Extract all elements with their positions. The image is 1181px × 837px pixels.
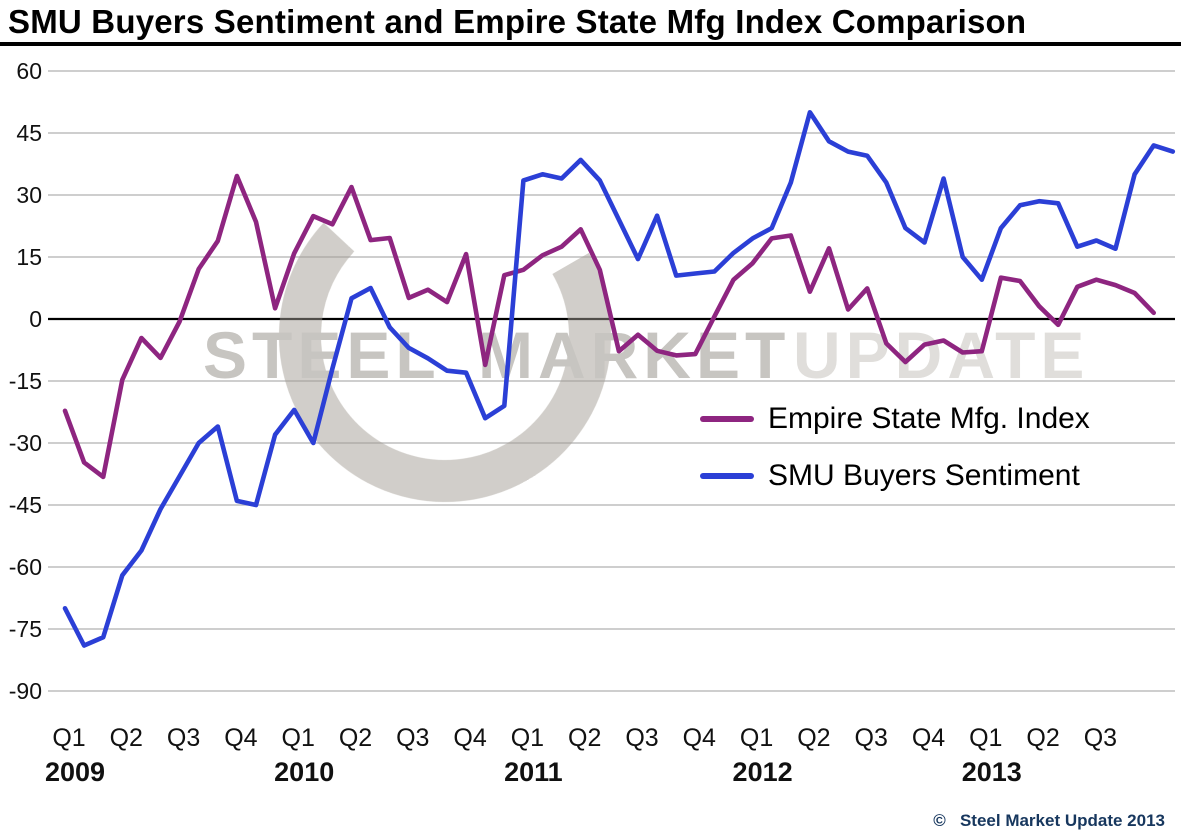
x-quarter-label: Q4 <box>683 724 716 752</box>
x-quarter-label: Q4 <box>453 724 486 752</box>
x-quarter-label: Q3 <box>396 724 429 752</box>
y-tick-label: -60 <box>9 554 42 580</box>
x-quarter-label: Q1 <box>969 724 1002 752</box>
x-quarter-label: Q2 <box>797 724 830 752</box>
x-quarter-label: Q2 <box>110 724 143 752</box>
legend-item-smu-sentiment: SMU Buyers Sentiment <box>700 447 1090 504</box>
y-tick-label: -15 <box>9 368 42 394</box>
x-quarter-label: Q2 <box>339 724 372 752</box>
legend-label-smu-sentiment: SMU Buyers Sentiment <box>768 458 1080 492</box>
line-smu-buyers-sentiment <box>62 110 1176 648</box>
sentiment-comparison-chart: STEEL MARKET UPDATE 60 45 30 15 0 -15 -30 -45 -6… <box>9 58 1176 787</box>
y-tick-label: 0 <box>29 306 42 332</box>
y-tick-label: 45 <box>16 120 42 146</box>
x-year-label: 2010 <box>274 757 334 787</box>
x-quarter-label: Q2 <box>568 724 601 752</box>
x-quarter-label: Q1 <box>511 724 544 752</box>
x-quarter-label: Q4 <box>224 724 257 752</box>
data-series-lines <box>62 110 1176 648</box>
y-tick-label: -30 <box>9 430 42 456</box>
legend-swatch-empire-state <box>700 415 754 422</box>
legend-swatch-smu-sentiment <box>700 472 754 479</box>
page-header: SMU Buyers Sentiment and Empire State Mf… <box>0 0 1181 46</box>
watermark-word-update: UPDATE <box>793 318 1089 392</box>
legend-item-empire-state: Empire State Mfg. Index <box>700 390 1090 447</box>
y-tick-label: 60 <box>16 58 42 84</box>
x-year-label: 2013 <box>962 757 1022 787</box>
copyright-text: © Steel Market Update 2013 <box>933 811 1165 830</box>
y-tick-label: -45 <box>9 492 42 518</box>
chart-legend: Empire State Mfg. Index SMU Buyers Senti… <box>700 390 1090 504</box>
x-quarter-label: Q1 <box>282 724 315 752</box>
x-quarter-label: Q3 <box>625 724 658 752</box>
y-tick-label: 15 <box>16 244 42 270</box>
x-quarter-label: Q4 <box>912 724 945 752</box>
x-year-label: 2009 <box>45 757 105 787</box>
watermark-word-market: MARKET <box>478 318 790 392</box>
x-quarter-label: Q2 <box>1026 724 1059 752</box>
x-year-label: 2012 <box>733 757 793 787</box>
x-year-label: 2011 <box>504 757 563 787</box>
y-tick-label: -90 <box>9 678 42 704</box>
watermark-word-steel: STEEL <box>203 318 441 392</box>
x-quarter-label: Q1 <box>52 724 85 752</box>
x-quarter-label: Q3 <box>855 724 888 752</box>
line-empire-state-mfg-index <box>62 173 1156 480</box>
y-tick-label: -75 <box>9 616 42 642</box>
steel-market-update-watermark: STEEL MARKET UPDATE <box>203 170 1089 502</box>
x-quarter-label: Q3 <box>1084 724 1117 752</box>
y-tick-label: 30 <box>16 182 42 208</box>
watermark-swoosh <box>279 170 611 502</box>
axis-tick-labels: 60 45 30 15 0 -15 -30 -45 -60 -75 -90 Q1 Q2 Q3 Q4 Q1 Q2 Q… <box>9 58 1117 787</box>
legend-label-empire-state: Empire State Mfg. Index <box>768 401 1090 435</box>
x-quarter-label: Q1 <box>740 724 773 752</box>
x-quarter-label: Q3 <box>167 724 200 752</box>
page-title: SMU Buyers Sentiment and Empire State Mf… <box>8 3 1027 40</box>
